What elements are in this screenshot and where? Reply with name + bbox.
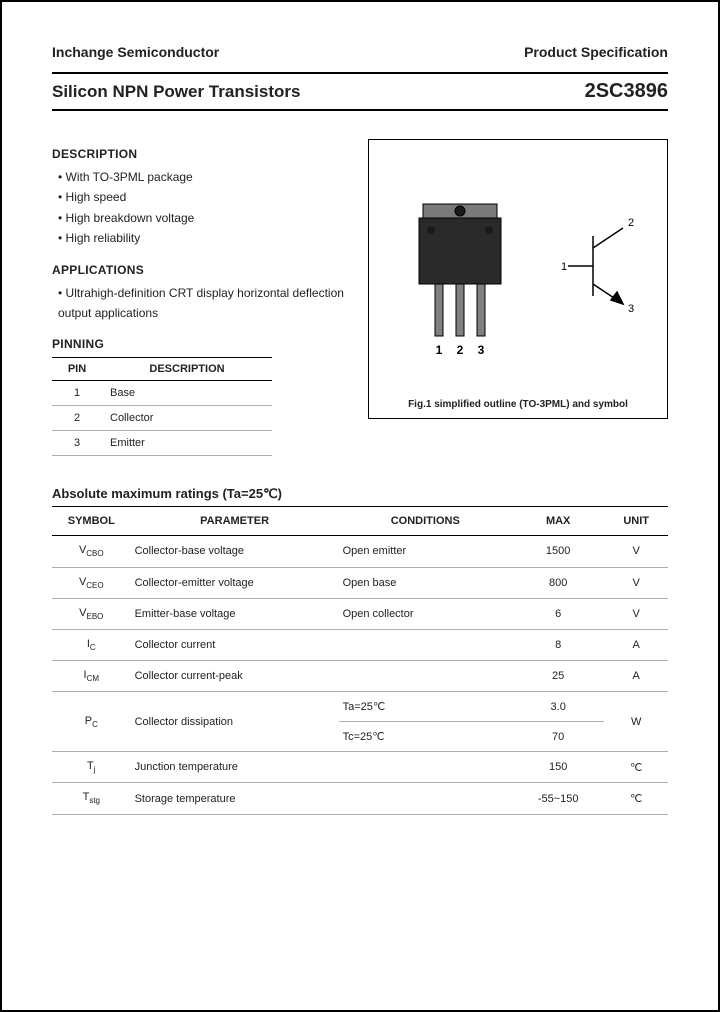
desc-item: High speed xyxy=(58,187,350,207)
rat-max: 800 xyxy=(512,567,604,598)
rat-unit: V xyxy=(604,536,668,567)
pin-num: 3 xyxy=(52,431,102,456)
table-row: ICCollector current 8A xyxy=(52,629,668,660)
figure-box: 1 2 3 1 2 3 Fi xyxy=(368,139,668,419)
rat-symbol: VCEO xyxy=(52,567,131,598)
pinning-rows: 1Base 2Collector 3Emitter xyxy=(52,381,272,456)
applications-list: Ultrahigh-definition CRT display horizon… xyxy=(58,283,350,324)
sym-label-1: 1 xyxy=(561,261,567,273)
doc-type: Product Specification xyxy=(524,44,668,60)
rat-col-max: MAX xyxy=(512,507,604,536)
pin-desc: Base xyxy=(102,381,272,406)
rat-symbol: PC xyxy=(52,692,131,752)
left-column: DESCRIPTION With TO-3PML package High sp… xyxy=(52,139,350,456)
app-item: Ultrahigh-definition CRT display horizon… xyxy=(58,283,350,324)
rat-cond xyxy=(339,783,512,814)
rat-param: Emitter-base voltage xyxy=(131,598,339,629)
rat-unit: V xyxy=(604,567,668,598)
table-row: TjJunction temperature 150℃ xyxy=(52,752,668,783)
npn-symbol-icon: 1 2 3 xyxy=(561,217,634,315)
figure-column: 1 2 3 1 2 3 Fi xyxy=(368,139,668,456)
rat-symbol: VCBO xyxy=(52,536,131,567)
rat-cond xyxy=(339,661,512,692)
rat-max: 6 xyxy=(512,598,604,629)
rat-max: 1500 xyxy=(512,536,604,567)
rat-param: Collector current xyxy=(131,629,339,660)
rat-col-unit: UNIT xyxy=(604,507,668,536)
table-row: VEBOEmitter-base voltageOpen collector6V xyxy=(52,598,668,629)
upper-section: DESCRIPTION With TO-3PML package High sp… xyxy=(52,139,668,456)
rat-cond: Tc=25℃ xyxy=(339,722,512,752)
rat-col-symbol: SYMBOL xyxy=(52,507,131,536)
rat-symbol: IC xyxy=(52,629,131,660)
description-list: With TO-3PML package High speed High bre… xyxy=(58,167,350,249)
figure-caption: Fig.1 simplified outline (TO-3PML) and s… xyxy=(369,399,667,410)
table-row: VCBOCollector-base voltageOpen emitter15… xyxy=(52,536,668,567)
pin-num: 1 xyxy=(52,381,102,406)
rat-cond xyxy=(339,629,512,660)
pin-col-desc: DESCRIPTION xyxy=(102,358,272,381)
rat-param: Storage temperature xyxy=(131,783,339,814)
rat-cond: Open base xyxy=(339,567,512,598)
table-row: VCEOCollector-emitter voltageOpen base80… xyxy=(52,567,668,598)
rat-max: 150 xyxy=(512,752,604,783)
rat-max: 70 xyxy=(512,722,604,752)
ratings-heading: Absolute maximum ratings (Ta=25℃) xyxy=(52,486,668,502)
rat-max: 3.0 xyxy=(512,692,604,722)
pin-label-2: 2 xyxy=(457,343,464,357)
pinning-table: PIN DESCRIPTION 1Base 2Collector 3Emitte… xyxy=(52,357,272,456)
table-row: TstgStorage temperature -55~150℃ xyxy=(52,783,668,814)
rat-param: Collector-emitter voltage xyxy=(131,567,339,598)
desc-item: High breakdown voltage xyxy=(58,208,350,228)
ratings-table: SYMBOL PARAMETER CONDITIONS MAX UNIT VCB… xyxy=(52,506,668,814)
rat-param: Collector-base voltage xyxy=(131,536,339,567)
rat-param: Junction temperature xyxy=(131,752,339,783)
rat-max: 25 xyxy=(512,661,604,692)
title-bar: Silicon NPN Power Transistors 2SC3896 xyxy=(52,72,668,111)
pinning-heading: PINNING xyxy=(52,337,350,351)
rat-symbol: Tstg xyxy=(52,783,131,814)
rat-symbol: VEBO xyxy=(52,598,131,629)
rat-cond: Open emitter xyxy=(339,536,512,567)
rat-unit: ℃ xyxy=(604,752,668,783)
rat-symbol: ICM xyxy=(52,661,131,692)
pin-num: 2 xyxy=(52,406,102,431)
rat-cond xyxy=(339,752,512,783)
product-title: Silicon NPN Power Transistors xyxy=(52,82,300,102)
description-heading: DESCRIPTION xyxy=(52,147,350,161)
rat-cond: Ta=25℃ xyxy=(339,692,512,722)
rat-unit: A xyxy=(604,629,668,660)
table-row: ICMCollector current-peak 25A xyxy=(52,661,668,692)
rat-param: Collector dissipation xyxy=(131,692,339,752)
rat-col-cond: CONDITIONS xyxy=(339,507,512,536)
rat-symbol: Tj xyxy=(52,752,131,783)
applications-heading: APPLICATIONS xyxy=(52,263,350,277)
pin-desc: Emitter xyxy=(102,431,272,456)
sym-label-3: 3 xyxy=(628,303,634,315)
ratings-rows: VCBOCollector-base voltageOpen emitter15… xyxy=(52,536,668,814)
rat-unit: A xyxy=(604,661,668,692)
pin-desc: Collector xyxy=(102,406,272,431)
rat-cond: Open collector xyxy=(339,598,512,629)
rat-max: 8 xyxy=(512,629,604,660)
rat-param: Collector current-peak xyxy=(131,661,339,692)
pin-col-pin: PIN xyxy=(52,358,102,381)
sym-label-2: 2 xyxy=(628,217,634,229)
rat-unit: W xyxy=(604,692,668,752)
company-name: Inchange Semiconductor xyxy=(52,44,219,60)
table-row: PCCollector dissipationTa=25℃3.0W xyxy=(52,692,668,722)
datasheet-page: Inchange Semiconductor Product Specifica… xyxy=(0,0,720,1012)
desc-item: High reliability xyxy=(58,228,350,248)
pin-label-1: 1 xyxy=(436,343,443,357)
part-number: 2SC3896 xyxy=(585,80,668,103)
package-icon: 1 2 3 xyxy=(419,204,501,357)
rat-col-param: PARAMETER xyxy=(131,507,339,536)
rat-unit: V xyxy=(604,598,668,629)
rat-unit: ℃ xyxy=(604,783,668,814)
pin-label-3: 3 xyxy=(478,343,485,357)
page-header: Inchange Semiconductor Product Specifica… xyxy=(52,44,668,60)
rat-max: -55~150 xyxy=(512,783,604,814)
desc-item: With TO-3PML package xyxy=(58,167,350,187)
package-outline-svg: 1 2 3 1 2 3 xyxy=(383,176,653,386)
